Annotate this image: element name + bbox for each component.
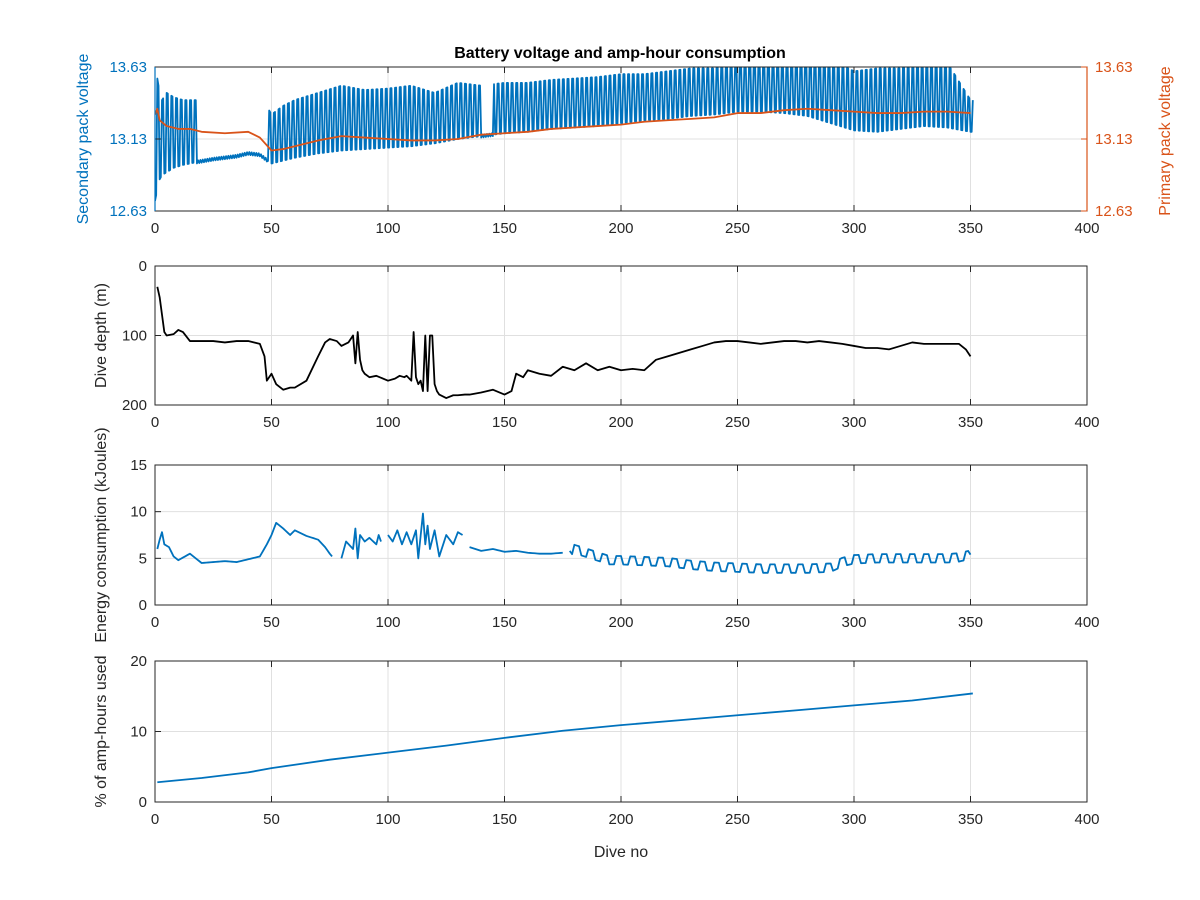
series-energy-segment-3	[387, 512, 464, 560]
x-tick-label: 50	[263, 220, 280, 237]
x-tick-label: 400	[1074, 614, 1099, 631]
plot-area-3	[156, 512, 972, 574]
y-axis-label: Dive depth (m)	[93, 283, 110, 388]
x-axis-label: Dive no	[594, 844, 648, 861]
x-tick-label: 250	[725, 220, 750, 237]
y-tick-label: 10	[130, 504, 147, 521]
x-tick-label: 0	[151, 220, 159, 237]
x-tick-label: 300	[841, 414, 866, 431]
y-right-tick-label: 13.63	[1095, 59, 1133, 76]
y-tick-label: 100	[122, 328, 147, 345]
series-amp-hours	[157, 692, 973, 784]
x-tick-label: 350	[958, 614, 983, 631]
x-tick-label: 50	[263, 414, 280, 431]
x-tick-label: 350	[958, 414, 983, 431]
x-tick-label: 100	[375, 414, 400, 431]
x-tick-label: 250	[725, 811, 750, 828]
x-tick-label: 300	[841, 220, 866, 237]
series-energy-segment-2	[340, 527, 382, 560]
x-tick-label: 350	[958, 220, 983, 237]
series-primary-voltage	[155, 107, 971, 152]
y-tick-label: 13.63	[109, 59, 147, 76]
y-tick-label: 5	[139, 550, 147, 567]
x-tick-label: 400	[1074, 220, 1099, 237]
y-tick-label: 15	[130, 457, 147, 474]
y-tick-label: 0	[139, 597, 147, 614]
y-axis-label: Secondary pack voltage	[75, 54, 92, 225]
x-tick-label: 100	[375, 811, 400, 828]
x-tick-label: 300	[841, 614, 866, 631]
x-tick-label: 50	[263, 614, 280, 631]
x-tick-label: 100	[375, 614, 400, 631]
x-tick-label: 250	[725, 414, 750, 431]
x-tick-label: 0	[151, 811, 159, 828]
y-tick-label: 200	[122, 397, 147, 414]
x-tick-label: 300	[841, 811, 866, 828]
x-tick-label: 400	[1074, 811, 1099, 828]
y-axis-label: % of amp-hours used	[93, 655, 110, 807]
x-tick-label: 100	[375, 220, 400, 237]
chart-title: Battery voltage and amp-hour consumption	[454, 45, 786, 62]
series-energy-segment-5	[569, 543, 972, 574]
x-tick-label: 0	[151, 614, 159, 631]
plot-area-1	[155, 67, 974, 202]
plot-area-4	[157, 692, 973, 784]
plot-area-2	[156, 286, 972, 399]
y-tick-label: 13.13	[109, 131, 147, 148]
x-tick-label: 150	[492, 614, 517, 631]
x-tick-label: 150	[492, 414, 517, 431]
y-tick-label: 0	[139, 258, 147, 275]
x-tick-label: 0	[151, 414, 159, 431]
x-tick-label: 400	[1074, 414, 1099, 431]
x-tick-label: 250	[725, 614, 750, 631]
y-tick-label: 0	[139, 794, 147, 811]
x-tick-label: 200	[608, 811, 633, 828]
y-right-tick-label: 12.63	[1095, 203, 1133, 220]
series-secondary-voltage	[155, 67, 974, 202]
x-tick-label: 150	[492, 811, 517, 828]
series-energy-segment-1	[156, 521, 333, 564]
x-tick-label: 150	[492, 220, 517, 237]
y-tick-label: 20	[130, 653, 147, 670]
y-tick-label: 12.63	[109, 203, 147, 220]
series-dive-depth	[156, 286, 972, 399]
x-tick-label: 350	[958, 811, 983, 828]
y-tick-label: 10	[130, 724, 147, 741]
y-axis-label: Energy consumption (kJoules)	[93, 427, 110, 642]
y-right-tick-label: 13.13	[1095, 131, 1133, 148]
x-tick-label: 50	[263, 811, 280, 828]
x-tick-label: 200	[608, 220, 633, 237]
y-axis-label-right: Primary pack voltage	[1157, 66, 1174, 215]
series-energy-segment-4	[469, 546, 563, 555]
x-tick-label: 200	[608, 614, 633, 631]
x-tick-label: 200	[608, 414, 633, 431]
